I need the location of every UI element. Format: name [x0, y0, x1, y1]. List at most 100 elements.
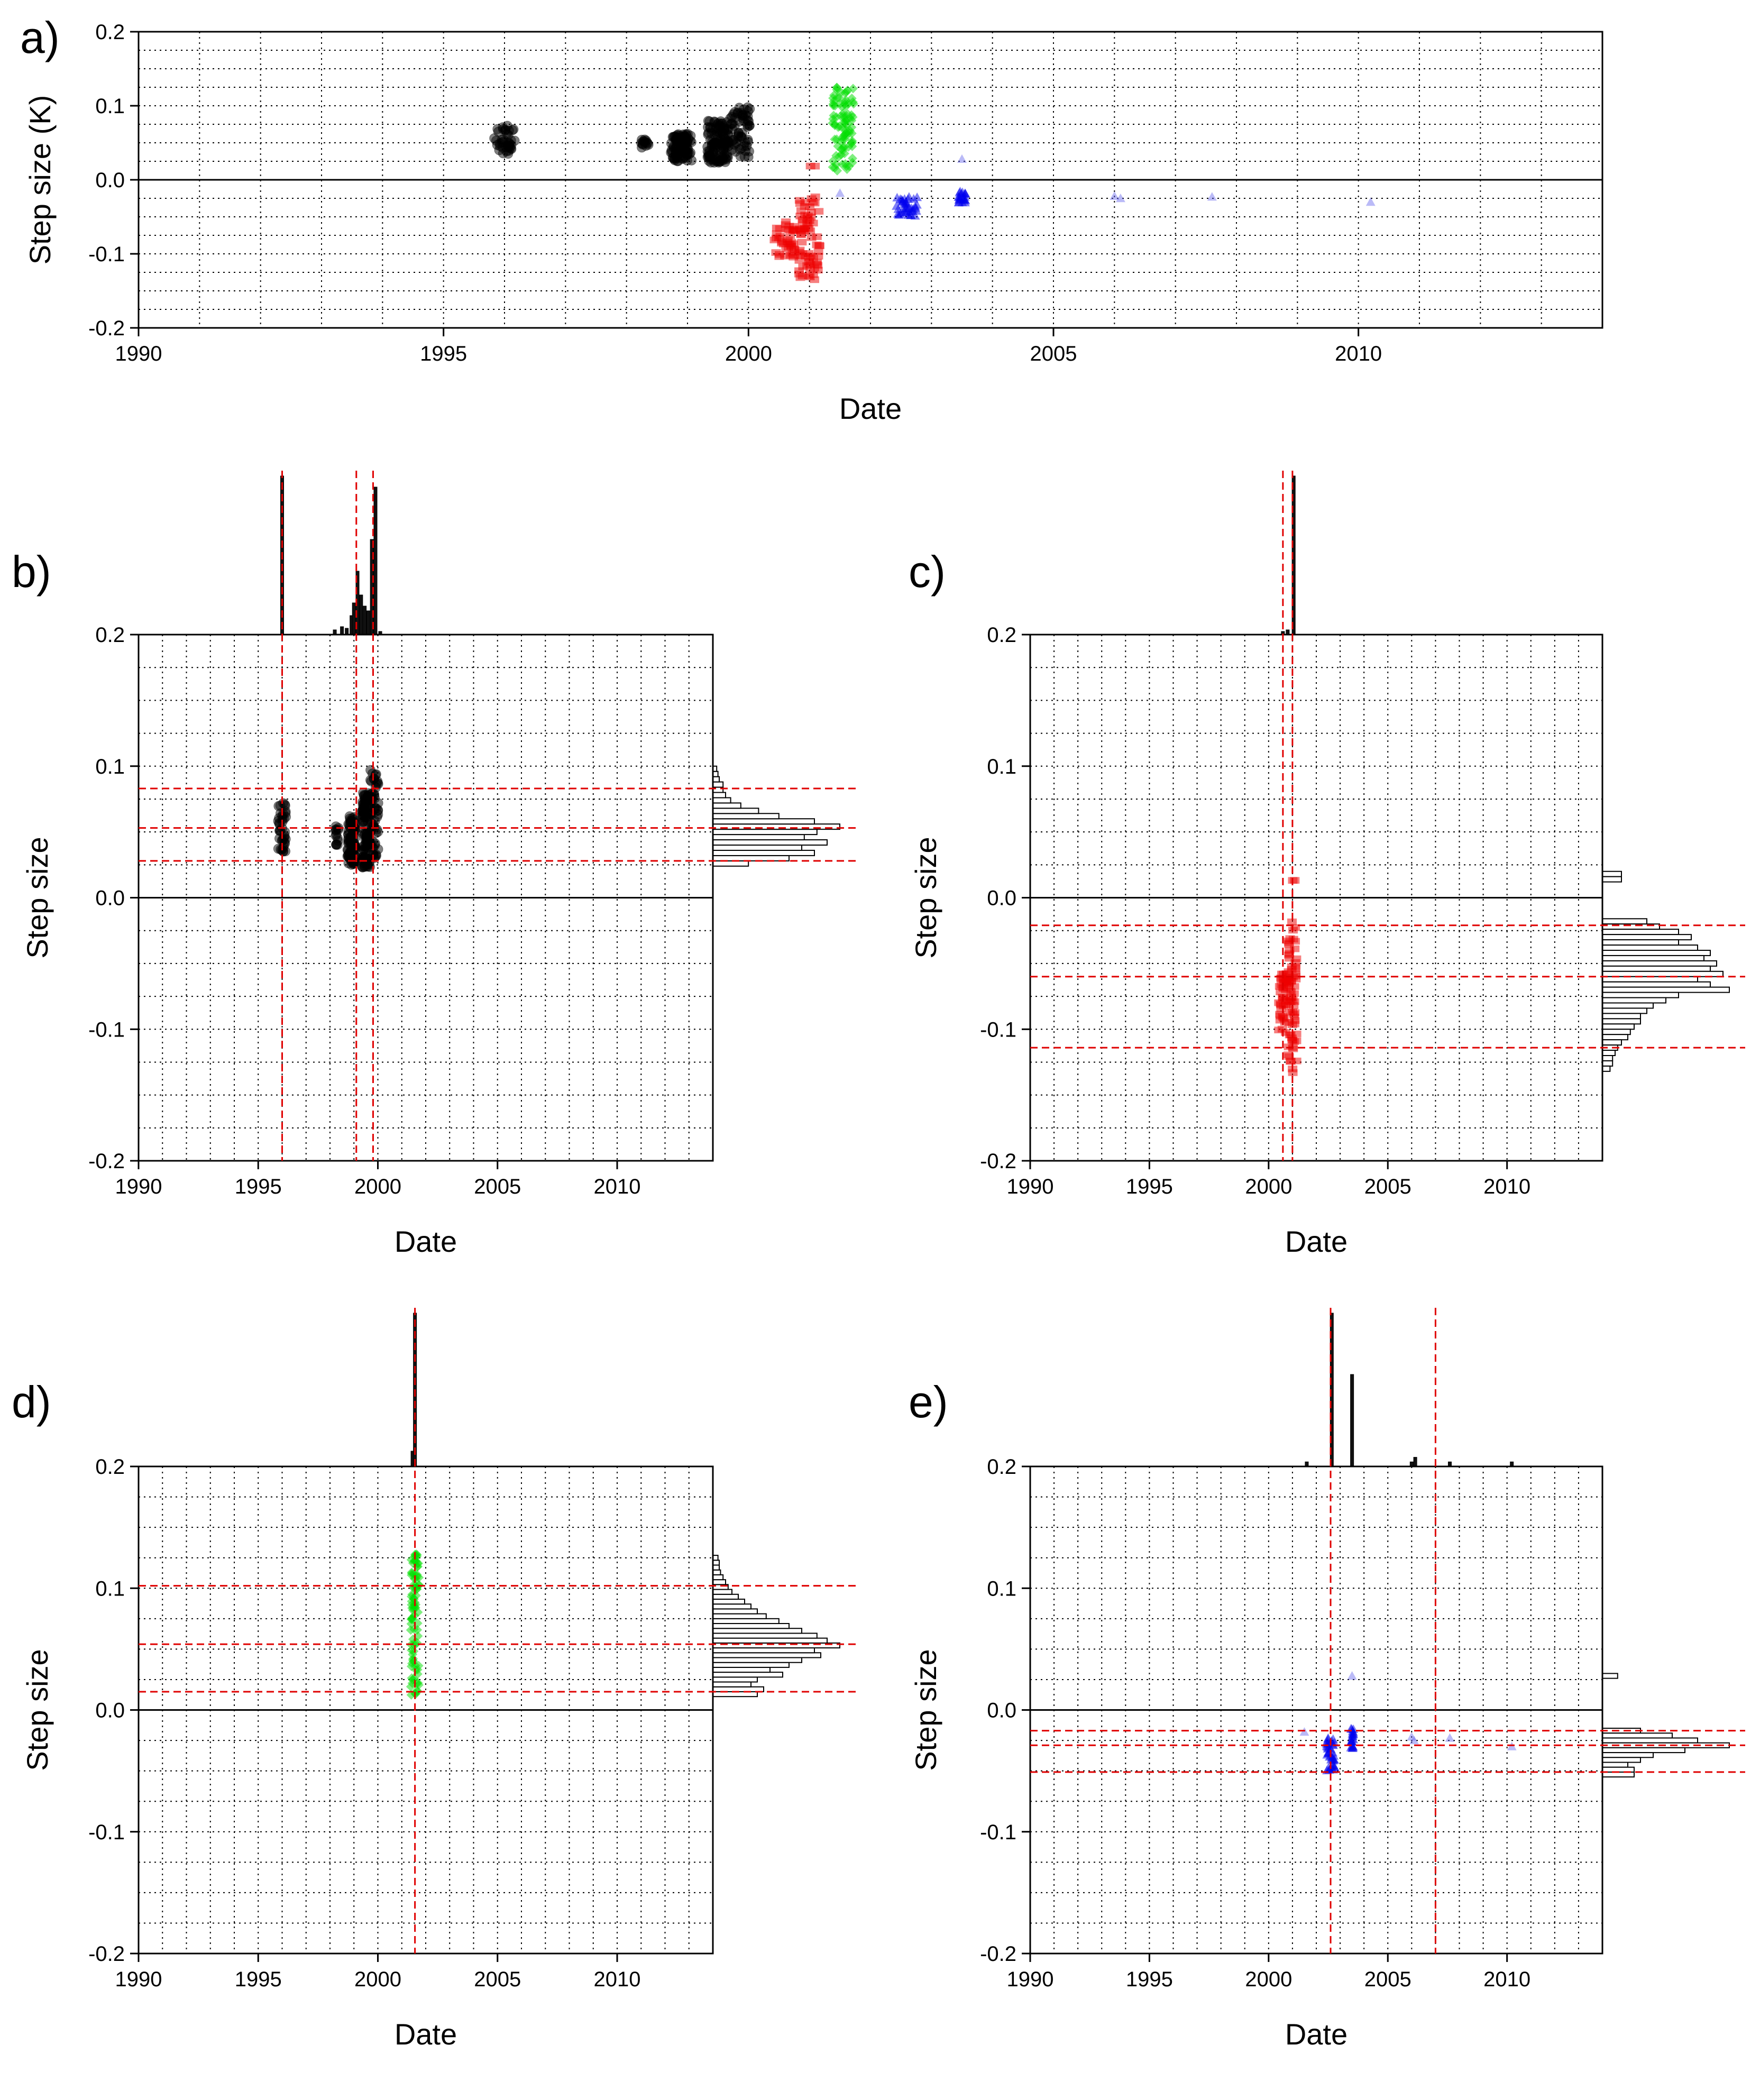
- right-histogram-bar: [1602, 918, 1647, 925]
- y-tick-label: 0.2: [987, 623, 1016, 647]
- data-point: [813, 248, 823, 255]
- data-point: [358, 845, 369, 855]
- y-tick-label: -0.2: [980, 1942, 1016, 1966]
- x-tick-label: 2005: [474, 1175, 521, 1198]
- series-green: [828, 82, 859, 176]
- data-point: [414, 1680, 424, 1690]
- right-histogram-bar: [1602, 1747, 1685, 1754]
- data-point: [734, 127, 744, 138]
- data-point: [732, 107, 743, 118]
- y-tick-label: 0.1: [95, 1577, 125, 1600]
- x-tick-label: 1995: [420, 342, 467, 365]
- right-histogram-bar: [1602, 1762, 1628, 1768]
- right-histogram-bar: [1602, 1732, 1673, 1739]
- y-tick-label: 0.0: [987, 1699, 1016, 1722]
- data-point: [1322, 1750, 1332, 1759]
- data-point: [331, 839, 342, 850]
- top-histogram-bar: [359, 594, 363, 635]
- data-point: [1347, 1671, 1357, 1680]
- x-tick-label: 2000: [1245, 1968, 1292, 1991]
- y-tick-label: 0.0: [987, 887, 1016, 910]
- data-point: [489, 133, 500, 144]
- right-histogram-bar: [1602, 965, 1711, 972]
- data-point: [1287, 966, 1297, 973]
- right-histogram-bar: [1602, 1050, 1616, 1057]
- data-point: [839, 149, 849, 159]
- data-point: [835, 188, 845, 197]
- x-axis-label: Date: [1285, 2018, 1348, 2051]
- y-tick-label: 0.1: [95, 95, 125, 118]
- data-point: [728, 135, 738, 145]
- top-histogram-bar: [373, 487, 378, 635]
- x-tick-label: 1990: [1007, 1175, 1054, 1198]
- x-axis-label: Date: [839, 392, 902, 425]
- data-point: [830, 119, 840, 129]
- data-point: [744, 146, 755, 157]
- y-tick-label: 0.1: [95, 755, 125, 778]
- data-point: [812, 259, 822, 266]
- x-tick-label: 1990: [115, 1968, 162, 1991]
- right-histogram-bar: [712, 829, 818, 836]
- right-histogram-bar: [1602, 1002, 1654, 1009]
- y-axis-label: Step size: [21, 837, 54, 958]
- data-point: [406, 1625, 416, 1635]
- right-histogram-bar: [712, 1662, 790, 1668]
- data-point: [812, 233, 822, 240]
- data-point: [798, 263, 808, 271]
- data-point: [1274, 999, 1284, 1006]
- data-point: [1284, 1051, 1294, 1058]
- x-tick-label: 2000: [725, 342, 772, 365]
- right-histogram-bar: [712, 1652, 821, 1658]
- right-histogram-bar: [712, 1628, 802, 1634]
- right-histogram-bar: [712, 839, 828, 846]
- panel-label: d): [12, 1377, 51, 1427]
- data-point: [798, 225, 808, 233]
- y-axis-label: Step size (K): [23, 95, 57, 265]
- data-point: [956, 189, 966, 198]
- data-point: [369, 773, 380, 784]
- x-tick-label: 2005: [1364, 1968, 1411, 1991]
- right-histogram-bar: [1602, 1757, 1641, 1763]
- right-histogram-bar: [1602, 955, 1704, 961]
- data-point: [343, 835, 354, 845]
- right-histogram: [712, 1555, 840, 1698]
- right-histogram-bar: [1602, 1034, 1628, 1041]
- data-point: [726, 118, 737, 129]
- x-tick-label: 2005: [474, 1968, 521, 1991]
- data-point: [1284, 976, 1294, 983]
- right-histogram-bar: [1602, 876, 1622, 883]
- data-point: [1110, 191, 1120, 200]
- data-point: [803, 250, 813, 257]
- right-histogram-bar: [712, 860, 749, 867]
- right-histogram-bar: [712, 808, 759, 814]
- x-tick-label: 2010: [594, 1175, 641, 1198]
- x-tick-label: 1990: [115, 1175, 162, 1198]
- data-point: [800, 212, 810, 218]
- x-tick-label: 1995: [235, 1968, 282, 1991]
- data-point: [1289, 1020, 1299, 1028]
- x-tick-label: 1995: [1126, 1968, 1173, 1991]
- y-axis-label: Step size: [909, 1649, 942, 1771]
- right-histogram-bar: [712, 1613, 767, 1619]
- x-tick-label: 2010: [594, 1968, 641, 1991]
- y-tick-label: -0.2: [980, 1150, 1016, 1173]
- data-point: [358, 817, 368, 827]
- data-point: [1115, 194, 1125, 203]
- y-tick-label: 0.0: [95, 1699, 125, 1722]
- right-histogram-bar: [1602, 939, 1679, 946]
- data-point: [892, 192, 902, 201]
- x-tick-label: 1990: [115, 342, 162, 365]
- data-point: [743, 106, 754, 117]
- data-point: [769, 236, 780, 244]
- y-tick-label: -0.2: [88, 1150, 125, 1173]
- panel-b: 1990 1995 2000 2005 2010 -0.2 -0.1 0.0 0.1 0.2 Dat…: [12, 471, 856, 1258]
- plot-frame: [138, 1465, 714, 1955]
- top-histogram-bar: [1413, 1457, 1417, 1467]
- data-point: [902, 204, 912, 213]
- x-tick-label: 2010: [1483, 1968, 1530, 1991]
- data-point: [828, 93, 838, 103]
- y-axis-label: Step size: [909, 837, 942, 958]
- data-point: [781, 245, 791, 253]
- series-black: [273, 765, 383, 873]
